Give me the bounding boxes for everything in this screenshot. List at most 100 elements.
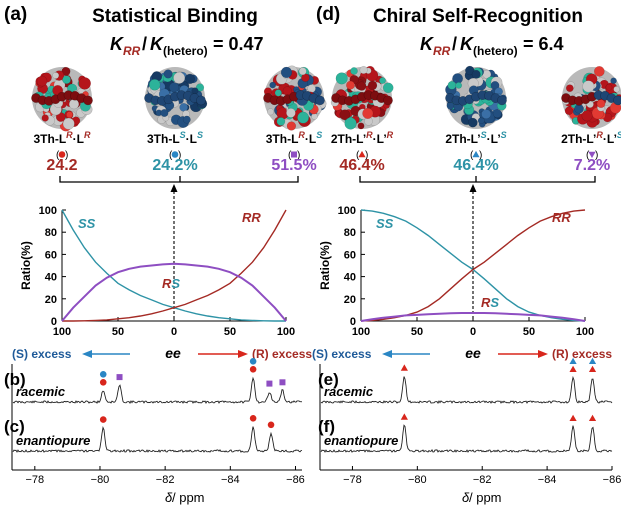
- cage-atom: [581, 110, 593, 122]
- cage-atom: [346, 80, 355, 90]
- complex-marker-paren-left: (: [56, 150, 60, 161]
- peak-marker-triangle: [569, 365, 577, 372]
- cage-atom: [477, 117, 485, 125]
- cage-ligand-atom: [83, 95, 93, 106]
- cage-atom: [191, 87, 199, 95]
- peak-marker-square: [116, 374, 123, 381]
- complex-marker-circle: [58, 151, 66, 158]
- cage-atom: [594, 66, 605, 77]
- cage-atom: [465, 65, 475, 76]
- panel-letter-e: (e): [318, 370, 339, 389]
- nmr-tick-label: −78: [25, 474, 44, 486]
- x-tick-label: 100: [352, 326, 370, 338]
- complex-marker-square: [291, 151, 297, 158]
- cage-atom: [286, 121, 297, 131]
- cage-atom: [564, 106, 574, 116]
- x-tick-label: 0: [171, 326, 177, 338]
- x-tick-label: 50: [523, 326, 535, 338]
- cage-ligand-atom: [196, 95, 206, 106]
- complex-marker-paren-right: ): [178, 150, 181, 161]
- ee-label-d: ee: [465, 345, 481, 361]
- ee-axis-d: (S) excess ee (R) excess: [312, 345, 612, 361]
- series-label-rs: RS: [481, 295, 499, 310]
- nmr-trace-label: enantiopure: [324, 433, 398, 448]
- cage-atom: [467, 117, 478, 128]
- cage-atom: [62, 117, 75, 130]
- x-tick-label: 50: [112, 326, 124, 338]
- nmr-trace-racemic: [320, 375, 613, 405]
- percent-row-d: 46.4% 46.4% 7.2%: [339, 157, 610, 174]
- cage-atom: [492, 108, 502, 118]
- cage-atom: [566, 84, 574, 92]
- complex-marker-paren-right: ): [297, 150, 300, 161]
- cage-structure-image: [561, 66, 621, 129]
- cage-atom: [357, 122, 365, 130]
- y-tick-label: 40: [45, 272, 57, 284]
- percent-row-a: 24.2 24.2% 51.5%: [46, 157, 316, 174]
- center-arrowhead: [170, 184, 178, 192]
- nmr-tick-label: −80: [408, 474, 427, 486]
- cage-atom: [173, 72, 186, 84]
- series-label-rs: RS: [162, 276, 180, 291]
- ratio-sub-hetero: (hetero): [163, 44, 208, 58]
- nmr-plot-bc: −78 −80 −82 −84 −86 racemic enantiopure: [11, 358, 305, 486]
- peak-marker-circle: [99, 371, 107, 378]
- cage-ligand-atom: [383, 95, 393, 106]
- peak-marker-circle: [267, 421, 275, 429]
- peak-marker-triangle: [569, 357, 577, 364]
- series-label-ss: SS: [376, 216, 394, 231]
- cage-atom: [613, 86, 620, 93]
- nmr-unit-bc: / ppm: [172, 490, 205, 505]
- ratio-sub-rr-d: RR: [433, 44, 451, 58]
- complex-marker-paren-left: (: [470, 150, 474, 161]
- x-tick-label: 100: [53, 326, 71, 338]
- series-line-rs: [61, 262, 287, 322]
- complex-marker-paren-right: ): [365, 150, 368, 161]
- cage-atom: [163, 69, 173, 79]
- cage-structure-image: [31, 66, 93, 132]
- ratio-k2: K: [150, 34, 165, 54]
- x-tick-label: 100: [576, 326, 594, 338]
- y-tick-label: 100: [39, 205, 57, 217]
- y-tick-label: 60: [344, 249, 356, 261]
- ratio-slash: /: [142, 34, 147, 54]
- r-excess-arrowhead-a: [238, 350, 248, 358]
- ratio-plot-a: 0 20 40 60 80 100 100 50 0 50 100 Ratio(%) SS RR RS: [19, 184, 295, 338]
- ratio-k2-d: K: [460, 34, 475, 54]
- percent-value: 24.2: [46, 157, 77, 174]
- x-tick-label: 50: [224, 326, 236, 338]
- nmr-tick-label: −82: [473, 474, 492, 486]
- nmr-tick-label: −86: [603, 474, 621, 486]
- ratio-k1: K: [110, 34, 125, 54]
- complex-row-d: 2Th-L’R·L’R () 2Th-L’S·L’S () 2Th-L’R·L’S (): [330, 65, 621, 161]
- cage-atom: [344, 117, 357, 130]
- cage-atom: [182, 115, 191, 124]
- cage-atom: [596, 99, 606, 108]
- ee-axis-a: (S) excess ee (R) excess: [12, 345, 312, 361]
- cage-structure-image: [330, 65, 394, 130]
- cage-atom: [455, 82, 463, 89]
- cage-atom: [160, 108, 169, 117]
- complex-marker-paren-right: ): [479, 150, 482, 161]
- nmr-tick-label: −84: [538, 474, 557, 486]
- cage-atom: [267, 108, 275, 116]
- center-arrowhead: [469, 184, 477, 192]
- s-excess-label-d: (S) excess: [312, 347, 372, 361]
- cage-atom: [148, 79, 161, 91]
- nmr-tick-label: −80: [91, 474, 110, 486]
- cage-atom: [297, 111, 309, 124]
- cage-atom: [362, 107, 374, 119]
- percent-value: 51.5%: [271, 157, 316, 174]
- y-tick-label: 0: [350, 316, 356, 328]
- nmr-delta-bc: δ: [165, 490, 173, 505]
- ratio-sub-rr: RR: [123, 44, 141, 58]
- complex-marker-paren-left: (: [288, 150, 292, 161]
- cage-ligand-atom: [613, 95, 621, 106]
- panel-letter-d: (d): [316, 4, 340, 25]
- cage-atom: [471, 69, 481, 79]
- nmr-xlabel-bc: δ / ppm: [165, 490, 205, 505]
- percent-value: 7.2%: [574, 157, 610, 174]
- panel-letter-f: (f): [318, 417, 335, 436]
- nmr-trace-enantiopure: [12, 426, 303, 453]
- y-tick-label: 80: [45, 227, 57, 239]
